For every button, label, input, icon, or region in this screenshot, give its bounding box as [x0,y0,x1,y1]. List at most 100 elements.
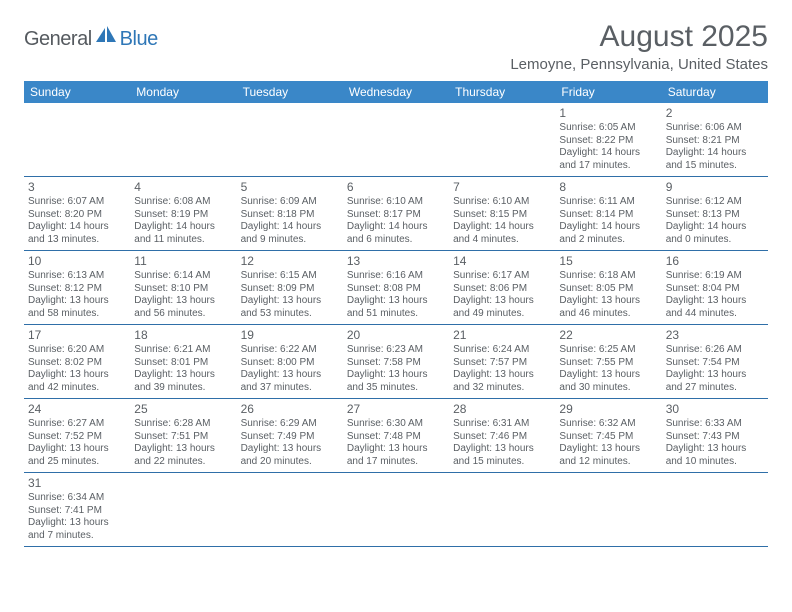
sunrise-line: Sunrise: 6:20 AM [28,344,126,357]
sunrise-line: Sunrise: 6:09 AM [241,196,339,209]
sunrise-line: Sunrise: 6:11 AM [559,196,657,209]
sunset-line: Sunset: 7:48 PM [347,431,445,444]
daylight-line: Daylight: 13 hours and 17 minutes. [347,443,445,468]
sunset-line: Sunset: 7:43 PM [666,431,764,444]
calendar-empty-cell [662,473,768,546]
day-number: 13 [347,254,445,269]
page-header: General Blue August 2025 Lemoyne, Pennsy… [24,20,768,73]
calendar-day-cell: 24Sunrise: 6:27 AMSunset: 7:52 PMDayligh… [24,399,130,472]
day-number: 16 [666,254,764,269]
daylight-line: Daylight: 13 hours and 22 minutes. [134,443,232,468]
calendar-empty-cell [130,103,236,176]
sunrise-line: Sunrise: 6:31 AM [453,418,551,431]
sunrise-line: Sunrise: 6:26 AM [666,344,764,357]
daylight-line: Daylight: 13 hours and 10 minutes. [666,443,764,468]
day-number: 27 [347,402,445,417]
day-number: 29 [559,402,657,417]
sunset-line: Sunset: 7:51 PM [134,431,232,444]
sunset-line: Sunset: 7:55 PM [559,357,657,370]
daylight-line: Daylight: 13 hours and 37 minutes. [241,369,339,394]
calendar-day-cell: 20Sunrise: 6:23 AMSunset: 7:58 PMDayligh… [343,325,449,398]
daylight-line: Daylight: 14 hours and 9 minutes. [241,221,339,246]
day-number: 18 [134,328,232,343]
sunset-line: Sunset: 7:49 PM [241,431,339,444]
day-number: 22 [559,328,657,343]
day-number: 6 [347,180,445,195]
day-number: 1 [559,106,657,121]
calendar-day-cell: 31Sunrise: 6:34 AMSunset: 7:41 PMDayligh… [24,473,130,546]
day-number: 24 [28,402,126,417]
daylight-line: Daylight: 13 hours and 20 minutes. [241,443,339,468]
calendar-day-cell: 14Sunrise: 6:17 AMSunset: 8:06 PMDayligh… [449,251,555,324]
calendar-day-cell: 11Sunrise: 6:14 AMSunset: 8:10 PMDayligh… [130,251,236,324]
sunrise-line: Sunrise: 6:21 AM [134,344,232,357]
day-number: 4 [134,180,232,195]
sunrise-line: Sunrise: 6:16 AM [347,270,445,283]
sail-icon [96,26,118,49]
calendar-day-cell: 10Sunrise: 6:13 AMSunset: 8:12 PMDayligh… [24,251,130,324]
calendar-day-cell: 15Sunrise: 6:18 AMSunset: 8:05 PMDayligh… [555,251,661,324]
sunset-line: Sunset: 8:13 PM [666,209,764,222]
calendar-day-cell: 2Sunrise: 6:06 AMSunset: 8:21 PMDaylight… [662,103,768,176]
calendar-day-cell: 3Sunrise: 6:07 AMSunset: 8:20 PMDaylight… [24,177,130,250]
logo-text-general: General [24,28,92,51]
daylight-line: Daylight: 13 hours and 39 minutes. [134,369,232,394]
day-number: 12 [241,254,339,269]
daylight-line: Daylight: 13 hours and 51 minutes. [347,295,445,320]
day-number: 3 [28,180,126,195]
calendar-empty-cell [343,103,449,176]
calendar-empty-cell [449,103,555,176]
weekday-header-cell: Tuesday [237,81,343,103]
sunset-line: Sunset: 8:05 PM [559,283,657,296]
sunset-line: Sunset: 8:09 PM [241,283,339,296]
calendar-day-cell: 9Sunrise: 6:12 AMSunset: 8:13 PMDaylight… [662,177,768,250]
day-number: 9 [666,180,764,195]
weekday-header-cell: Monday [130,81,236,103]
sunrise-line: Sunrise: 6:17 AM [453,270,551,283]
daylight-line: Daylight: 13 hours and 49 minutes. [453,295,551,320]
day-number: 7 [453,180,551,195]
calendar-empty-cell [555,473,661,546]
sunrise-line: Sunrise: 6:28 AM [134,418,232,431]
weekday-header-cell: Wednesday [343,81,449,103]
sunrise-line: Sunrise: 6:10 AM [347,196,445,209]
sunrise-line: Sunrise: 6:29 AM [241,418,339,431]
day-number: 21 [453,328,551,343]
sunset-line: Sunset: 8:20 PM [28,209,126,222]
sunset-line: Sunset: 8:15 PM [453,209,551,222]
sunrise-line: Sunrise: 6:14 AM [134,270,232,283]
sunrise-line: Sunrise: 6:12 AM [666,196,764,209]
weekday-header-cell: Saturday [662,81,768,103]
calendar-day-cell: 23Sunrise: 6:26 AMSunset: 7:54 PMDayligh… [662,325,768,398]
calendar-day-cell: 4Sunrise: 6:08 AMSunset: 8:19 PMDaylight… [130,177,236,250]
day-number: 10 [28,254,126,269]
calendar-day-cell: 17Sunrise: 6:20 AMSunset: 8:02 PMDayligh… [24,325,130,398]
sunset-line: Sunset: 7:45 PM [559,431,657,444]
day-number: 2 [666,106,764,121]
sunset-line: Sunset: 7:54 PM [666,357,764,370]
sunrise-line: Sunrise: 6:22 AM [241,344,339,357]
calendar-empty-cell [343,473,449,546]
day-number: 5 [241,180,339,195]
day-number: 20 [347,328,445,343]
month-title: August 2025 [510,20,768,54]
calendar-week-row: 10Sunrise: 6:13 AMSunset: 8:12 PMDayligh… [24,251,768,325]
calendar-day-cell: 29Sunrise: 6:32 AMSunset: 7:45 PMDayligh… [555,399,661,472]
calendar-day-cell: 21Sunrise: 6:24 AMSunset: 7:57 PMDayligh… [449,325,555,398]
sunrise-line: Sunrise: 6:10 AM [453,196,551,209]
weekday-header-cell: Sunday [24,81,130,103]
calendar-empty-cell [130,473,236,546]
sunrise-line: Sunrise: 6:05 AM [559,122,657,135]
calendar-body: 1Sunrise: 6:05 AMSunset: 8:22 PMDaylight… [24,103,768,547]
day-number: 15 [559,254,657,269]
day-number: 25 [134,402,232,417]
calendar-empty-cell [24,103,130,176]
weekday-header-cell: Friday [555,81,661,103]
calendar-week-row: 17Sunrise: 6:20 AMSunset: 8:02 PMDayligh… [24,325,768,399]
day-number: 14 [453,254,551,269]
day-number: 26 [241,402,339,417]
sunrise-line: Sunrise: 6:33 AM [666,418,764,431]
location-text: Lemoyne, Pennsylvania, United States [510,56,768,73]
calendar-day-cell: 8Sunrise: 6:11 AMSunset: 8:14 PMDaylight… [555,177,661,250]
sunset-line: Sunset: 8:12 PM [28,283,126,296]
